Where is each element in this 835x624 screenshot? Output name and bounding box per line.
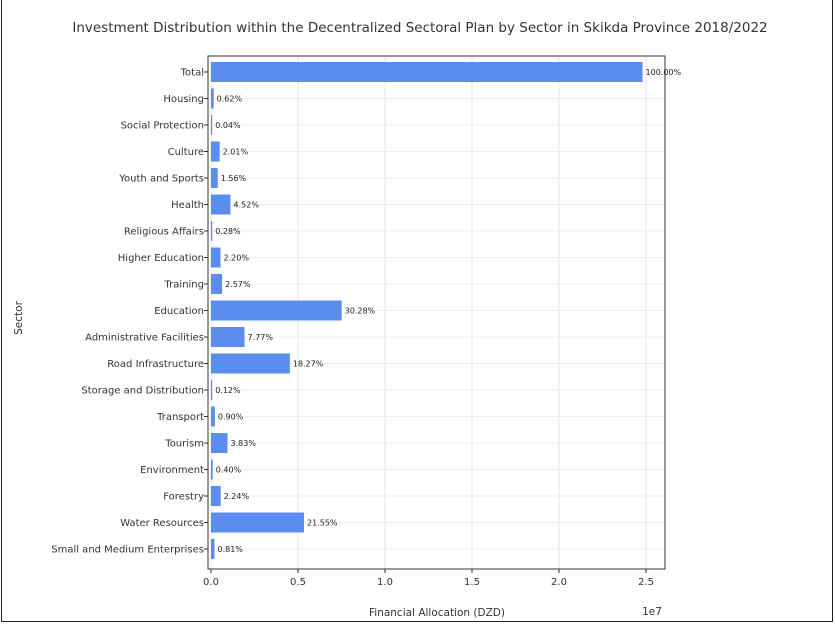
x-tick-label: 2.5 xyxy=(638,577,654,588)
data-label: 0.28% xyxy=(215,227,241,236)
y-tick-labels: Total Housing Social Protection Culture Yout… xyxy=(51,68,208,556)
data-label: 0.81% xyxy=(217,545,243,554)
y-tick-label: Training xyxy=(164,280,204,291)
data-label: 3.83% xyxy=(231,439,257,448)
data-label: 2.20% xyxy=(224,254,250,263)
y-tick-label: Health xyxy=(171,200,204,211)
y-tick-label: Road Infrastructure xyxy=(107,359,204,370)
bar xyxy=(211,433,228,453)
y-tick-label: Religious Affairs xyxy=(124,227,204,238)
y-tick-label: Culture xyxy=(168,147,204,158)
data-label: 21.55% xyxy=(307,519,338,528)
plot-area xyxy=(207,55,666,570)
data-label: 2.24% xyxy=(224,492,250,501)
data-label: 0.90% xyxy=(218,413,244,422)
bar xyxy=(211,539,215,559)
x-tick-label: 2.0 xyxy=(551,577,567,588)
y-tick-label: Forestry xyxy=(163,492,204,503)
x-tick-label: 1.0 xyxy=(377,577,393,588)
data-label: 2.01% xyxy=(223,148,249,157)
y-tick-label: Tourism xyxy=(164,439,204,450)
y-tick-label: Small and Medium Enterprises xyxy=(51,545,204,556)
data-label: 0.62% xyxy=(217,95,243,104)
y-tick-label: Transport xyxy=(156,412,204,423)
data-label: 0.04% xyxy=(215,121,241,130)
bar xyxy=(211,300,342,321)
chart-title: Investment Distribution within the Decen… xyxy=(72,20,767,36)
x-tick-label: 0.5 xyxy=(290,577,306,588)
data-label: 0.12% xyxy=(215,386,241,395)
y-tick-label: Education xyxy=(154,306,204,317)
y-axis-label: Sector xyxy=(13,300,25,334)
bar xyxy=(211,115,213,135)
data-label: 4.52% xyxy=(234,201,260,210)
y-tick-label: Storage and Distribution xyxy=(81,386,204,397)
bar xyxy=(211,406,215,427)
y-tick-label: Total xyxy=(180,68,204,79)
data-label: 0.40% xyxy=(216,466,242,475)
y-tick-label: Social Protection xyxy=(121,121,204,132)
x-tick-label: 1.5 xyxy=(464,577,480,588)
bar xyxy=(211,380,213,400)
grid-lines xyxy=(208,56,665,569)
y-tick-label: Housing xyxy=(163,94,204,105)
x-tick-labels: 0.0 0.5 1.0 1.5 2.0 2.5 xyxy=(203,569,654,588)
bar xyxy=(211,512,305,533)
bar xyxy=(211,247,221,268)
data-label: 1.56% xyxy=(221,174,247,183)
bar xyxy=(211,88,214,109)
bar xyxy=(211,353,290,374)
data-label: 18.27% xyxy=(293,360,324,369)
bar xyxy=(211,141,220,162)
y-tick-label: Water Resources xyxy=(120,518,204,529)
y-tick-label: Youth and Sports xyxy=(118,174,204,185)
x-axis-label: Financial Allocation (DZD) xyxy=(369,607,505,619)
y-tick-label: Higher Education xyxy=(118,253,204,264)
data-label: 7.77% xyxy=(248,333,274,342)
bar xyxy=(211,194,231,215)
bar xyxy=(211,168,218,188)
bar xyxy=(211,274,223,294)
bar xyxy=(211,62,643,82)
data-label: 30.28% xyxy=(345,307,376,316)
y-tick-label: Environment xyxy=(140,465,204,476)
bar xyxy=(211,221,213,241)
bars: 100.00% 0.62% 0.04% 2.01% 1.56% 4.52% 0.28% 2.2… xyxy=(211,62,682,559)
y-tick-label: Administrative Facilities xyxy=(85,333,204,344)
data-label: 100.00% xyxy=(646,68,682,77)
bar xyxy=(211,459,213,480)
x-axis-scale: 1e7 xyxy=(642,606,662,618)
bar xyxy=(211,327,245,347)
bar xyxy=(211,486,221,506)
x-tick-label: 0.0 xyxy=(203,577,219,588)
data-label: 2.57% xyxy=(225,280,251,289)
